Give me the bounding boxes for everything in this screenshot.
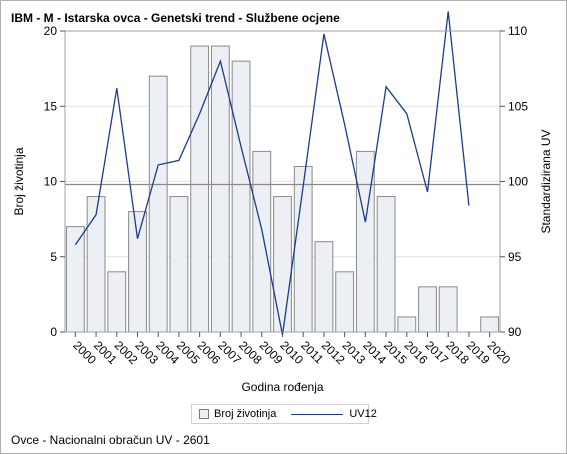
chart-title: IBM - M - Istarska ovca - Genetski trend… (11, 11, 340, 25)
y-tick-label-2: 10 (44, 175, 58, 189)
bar-2006 (190, 45, 210, 333)
y-tick-label-1: 5 (50, 250, 57, 264)
bar-2002 (107, 271, 127, 333)
bar-2017 (418, 286, 437, 333)
bar-2020 (480, 316, 500, 333)
bar-2016 (397, 316, 417, 333)
legend-bar-swatch (199, 409, 209, 419)
x-axis-label: Godina rođenja (241, 380, 323, 394)
y-tick-label-4: 20 (44, 24, 58, 38)
y2-tick-label-2: 100 (508, 175, 528, 189)
y-tick-label-0: 0 (50, 325, 57, 339)
legend-label-line: UV12 (349, 408, 377, 420)
y2-tick-label-0: 90 (508, 325, 522, 339)
x-tick-label-2000: 2000 (70, 338, 99, 367)
y-axis-label: Broj životinja (12, 147, 26, 215)
bar-2008 (231, 60, 251, 333)
footnote: Ovce - Nacionalni obračun UV - 2601 (11, 433, 210, 447)
bar-2011 (293, 165, 313, 333)
bar-2018 (438, 286, 458, 333)
bar-2000 (65, 226, 85, 333)
chart-plot: 0510152090951001051102000200120022003200… (12, 11, 553, 394)
legend: Broj životinja UV12 (191, 404, 377, 424)
y2-axis-label: Standardizirana UV (539, 129, 553, 233)
bar-2001 (86, 196, 106, 333)
bar-2009 (252, 150, 272, 333)
bar-2012 (314, 241, 334, 333)
bar-2003 (128, 211, 147, 333)
legend-item-line: UV12 (276, 408, 377, 420)
y-tick-label-3: 15 (44, 99, 58, 113)
legend-item-bars: Broj životinja (192, 408, 276, 420)
bar-2013 (335, 271, 355, 333)
legend-label-bars: Broj životinja (214, 408, 277, 420)
legend-line-swatch (291, 413, 344, 415)
y2-tick-label-4: 110 (508, 24, 527, 38)
y2-tick-label-1: 95 (508, 250, 522, 264)
bar-2015 (376, 196, 396, 333)
y2-tick-label-3: 105 (508, 99, 528, 113)
series-line-uv12 (74, 11, 470, 336)
bar-2004 (148, 75, 168, 333)
bar-2010 (273, 196, 292, 333)
bar-2005 (169, 196, 189, 333)
